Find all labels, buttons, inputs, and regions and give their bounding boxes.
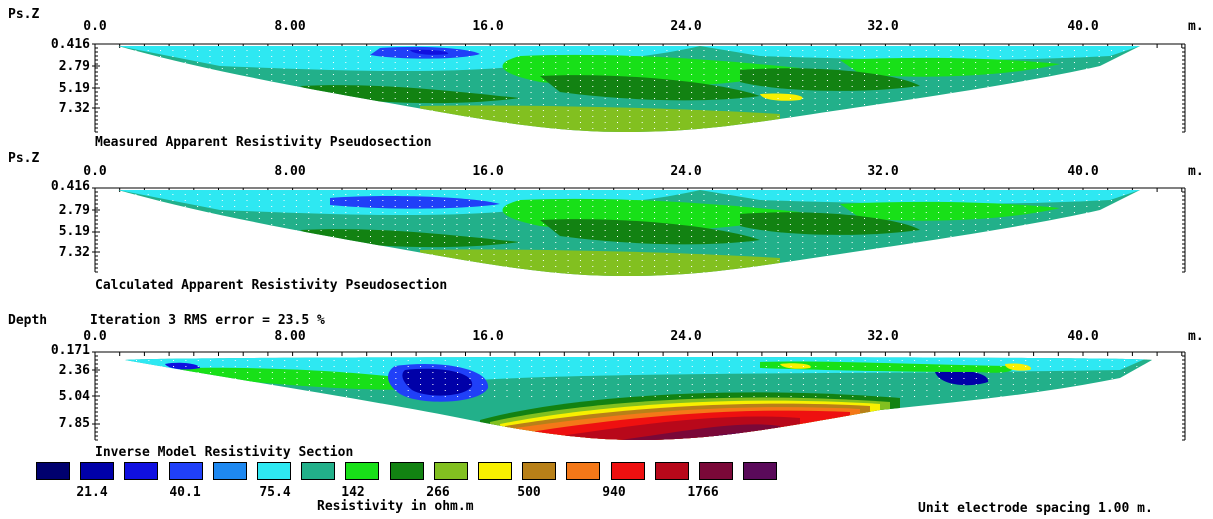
panel3-y-tick-1: 2.36 <box>58 363 90 378</box>
panel1-x-tick-0: 0.0 <box>83 19 107 34</box>
p2 <box>118 190 1140 276</box>
panel3-x-tick-1: 8.00 <box>274 329 306 344</box>
panel1-y-tick-0: 0.416 <box>50 37 90 52</box>
panel1-x-unit: m. <box>1188 19 1204 34</box>
scale-swatch-9 <box>433 462 468 480</box>
panel2-y-tick-0: 0.416 <box>50 179 90 194</box>
scale-value-1766: 1766 <box>687 485 719 500</box>
panel3-axes <box>92 351 1186 441</box>
panel3-caption: Inverse Model Resistivity Section <box>95 445 354 460</box>
scale-value-142: 142 <box>341 485 365 500</box>
scale-swatch-3 <box>168 462 203 480</box>
panel1-y-title: Ps.Z <box>8 7 40 22</box>
scale-swatch-16 <box>743 462 778 480</box>
panel1-y-tick-1: 2.79 <box>58 59 90 74</box>
panel2-x-tick-2: 16.0 <box>472 164 504 179</box>
panel3-x-tick-5: 40.0 <box>1067 329 1099 344</box>
scale-value-500: 500 <box>517 485 541 500</box>
panel2-x-tick-0: 0.0 <box>83 164 107 179</box>
panel1-y-tick-2: 5.19 <box>58 81 90 96</box>
scale-swatch-1 <box>80 462 115 480</box>
scale-swatch-10 <box>478 462 512 480</box>
scale-swatch-4 <box>212 462 247 480</box>
scale-swatch-5 <box>257 462 291 480</box>
scale-swatch-15 <box>699 462 733 480</box>
panel1-x-tick-4: 32.0 <box>867 19 899 34</box>
scale-value-75-4: 75.4 <box>259 485 291 500</box>
panel1-x-tick-3: 24.0 <box>670 19 702 34</box>
scale-swatch-2 <box>124 462 159 480</box>
panel2-x-tick-5: 40.0 <box>1067 164 1099 179</box>
scale-swatch-13 <box>610 462 645 480</box>
p3 <box>125 357 1152 440</box>
scale-swatch-14 <box>654 462 689 480</box>
scale-value-40-1: 40.1 <box>169 485 201 500</box>
panel2-y-tick-3: 7.32 <box>58 245 90 260</box>
p1 <box>118 46 1140 132</box>
scale-value-266: 266 <box>426 485 450 500</box>
scale-swatch-8 <box>389 462 424 480</box>
panel3-x-tick-2: 16.0 <box>472 329 504 344</box>
electrode-spacing-note: Unit electrode spacing 1.00 m. <box>918 501 1153 516</box>
scale-swatch-11 <box>522 462 557 480</box>
scale-value-21-4: 21.4 <box>76 485 108 500</box>
panel3-x-unit: m. <box>1188 329 1204 344</box>
scale-swatch-7 <box>345 462 380 480</box>
panel3-y-tick-2: 5.04 <box>58 389 90 404</box>
scale-unit-label: Resistivity in ohm.m <box>317 499 474 514</box>
scale-swatch-12 <box>566 462 601 480</box>
panel3-x-tick-0: 0.0 <box>83 329 107 344</box>
panel3-y-title: Depth <box>8 313 48 328</box>
panel2-y-tick-1: 2.79 <box>58 203 90 218</box>
panel2-x-unit: m. <box>1188 164 1204 179</box>
panel2-caption: Calculated Apparent Resistivity Pseudose… <box>95 278 448 293</box>
scale-value-940: 940 <box>602 485 626 500</box>
scale-swatch-6 <box>301 462 336 480</box>
panel2-x-tick-4: 32.0 <box>867 164 899 179</box>
panel1-x-tick-1: 8.00 <box>274 19 306 34</box>
panel3-y-tick-3: 7.85 <box>58 416 90 431</box>
panel2-x-tick-3: 24.0 <box>670 164 702 179</box>
panel3-y-tick-0: 0.171 <box>50 343 90 358</box>
panel1-y-tick-3: 7.32 <box>58 101 90 116</box>
scale-swatch-0 <box>36 462 70 480</box>
panel1-caption: Measured Apparent Resistivity Pseudosect… <box>95 135 432 150</box>
panel3-x-tick-3: 24.0 <box>670 329 702 344</box>
panel1-x-tick-2: 16.0 <box>472 19 504 34</box>
panel3-x-tick-4: 32.0 <box>867 329 899 344</box>
panel3-iteration-header: Iteration 3 RMS error = 23.5 % <box>90 313 325 328</box>
panel2-x-tick-1: 8.00 <box>274 164 306 179</box>
panel1-x-tick-5: 40.0 <box>1067 19 1099 34</box>
panel2-y-tick-2: 5.19 <box>58 224 90 239</box>
panel2-y-title: Ps.Z <box>8 151 40 166</box>
